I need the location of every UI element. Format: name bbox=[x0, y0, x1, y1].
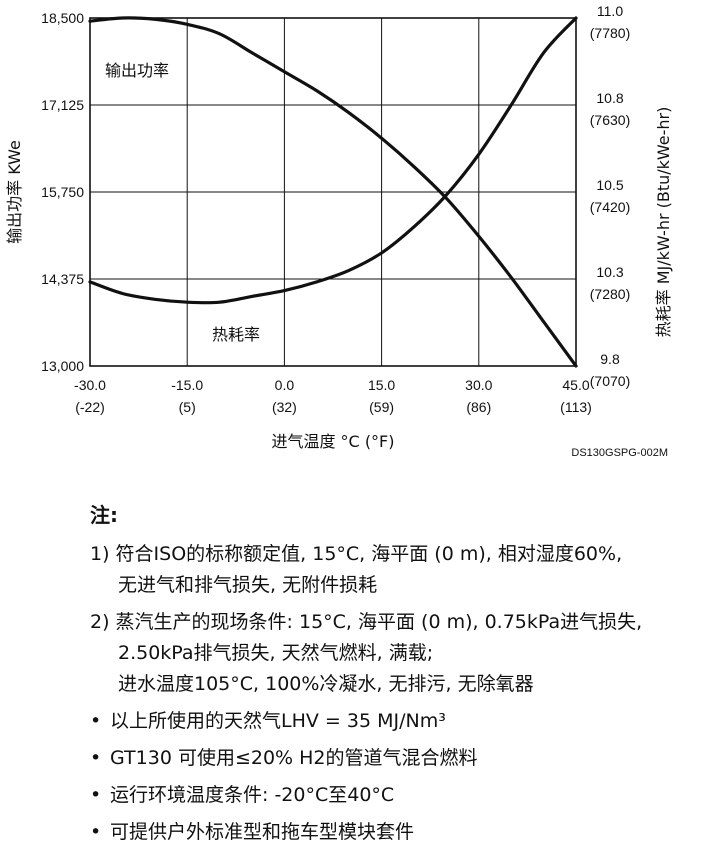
bullet-note: • 运行环境温度条件: -20°C至40°C bbox=[90, 780, 690, 811]
y-right-tick-label: 11.0 bbox=[597, 3, 623, 19]
bullet-icon: • bbox=[90, 821, 102, 843]
chart: 13,000 14,375 15,750 17,125 18,500 -30.0 (-22)… bbox=[5, 3, 673, 459]
numbered-note: 1) 符合ISO的标称额定值, 15°C, 海平面 (0 m), 相对湿度60%… bbox=[90, 539, 690, 601]
bullet-text: 可提供户外标准型和拖车型模块套件 bbox=[110, 821, 415, 843]
y-left-tick-label: 17,125 bbox=[41, 97, 84, 113]
chart-code: DS130GSPG-002M bbox=[571, 447, 668, 459]
numbered-note: 2) 蒸汽生产的现场条件: 15°C, 海平面 (0 m), 0.75kPa进气… bbox=[90, 607, 690, 700]
y-left-tick-label: 18,500 bbox=[41, 10, 84, 26]
note-line: 2) 蒸汽生产的现场条件: 15°C, 海平面 (0 m), 0.75kPa进气… bbox=[90, 611, 643, 633]
plot-frame bbox=[89, 17, 577, 367]
y-right-tick-label: 10.5 bbox=[596, 177, 623, 193]
x-tick-label-c: 0.0 bbox=[275, 377, 295, 393]
series-lines bbox=[88, 16, 578, 368]
y-right-tick-label-btu: (7630) bbox=[590, 112, 630, 128]
y-right-tick-label: 10.8 bbox=[596, 90, 623, 106]
notes-title: 注: bbox=[90, 503, 118, 527]
x-tick-label-c: 15.0 bbox=[368, 377, 395, 393]
y-right-tick-label-btu: (7280) bbox=[590, 286, 630, 302]
x-tick-label-c: 45.0 bbox=[562, 377, 589, 393]
bullet-notes: • 以上所使用的天然气LHV = 35 MJ/Nm³ • GT130 可使用≤20% … bbox=[90, 706, 690, 848]
note-line: 无进气和排气损失, 无附件损耗 bbox=[118, 574, 378, 596]
x-tick-label-f: (-22) bbox=[75, 399, 105, 415]
bullet-text: GT130 可使用≤20% H2的管道气混合燃料 bbox=[110, 747, 478, 769]
bullet-icon: • bbox=[90, 784, 102, 806]
note-line: 1) 符合ISO的标称额定值, 15°C, 海平面 (0 m), 相对湿度60%… bbox=[90, 543, 623, 565]
note-line: 2.50kPa排气损失, 天然气燃料, 满载; bbox=[118, 642, 434, 664]
bullet-icon: • bbox=[90, 710, 102, 732]
y-left-tick-label: 13,000 bbox=[41, 358, 84, 374]
x-tick-label-c: -30.0 bbox=[74, 377, 106, 393]
numbered-notes: 1) 符合ISO的标称额定值, 15°C, 海平面 (0 m), 相对湿度60%… bbox=[90, 539, 690, 700]
x-tick-label-f: (113) bbox=[560, 399, 592, 415]
tick-labels: 13,000 14,375 15,750 17,125 18,500 -30.0 (-22)… bbox=[41, 3, 630, 415]
x-tick-label-f: (5) bbox=[179, 399, 196, 415]
bullet-text: 运行环境温度条件: -20°C至40°C bbox=[110, 784, 395, 806]
x-tick-label-c: 30.0 bbox=[465, 377, 492, 393]
bullet-icon: • bbox=[90, 747, 102, 769]
heat-rate-line bbox=[88, 16, 578, 305]
x-tick-label-c: -15.0 bbox=[171, 377, 203, 393]
x-tick-label-f: (59) bbox=[369, 399, 394, 415]
series-label-power: 输出功率 bbox=[105, 61, 169, 80]
series-label-heatrate: 热耗率 bbox=[212, 325, 260, 344]
x-tick-label-f: (32) bbox=[272, 399, 297, 415]
note-line: 进水温度105°C, 100%冷凝水, 无排污, 无除氧器 bbox=[118, 673, 534, 695]
y-right-tick-label: 9.8 bbox=[600, 351, 620, 367]
bullet-note: • 可提供户外标准型和拖车型模块套件 bbox=[90, 817, 690, 848]
y-right-axis-label: 热耗率 MJ/kW-hr (Btu/kWe-hr) bbox=[654, 107, 673, 338]
y-right-tick-label-btu: (7780) bbox=[590, 25, 630, 41]
y-left-tick-label: 15,750 bbox=[41, 184, 84, 200]
bullet-note: • 以上所使用的天然气LHV = 35 MJ/Nm³ bbox=[90, 706, 690, 737]
x-tick-label-f: (86) bbox=[466, 399, 491, 415]
notes: 注: 1) 符合ISO的标称额定值, 15°C, 海平面 (0 m), 相对湿度… bbox=[90, 500, 690, 848]
y-right-tick-label: 10.3 bbox=[596, 264, 623, 280]
y-left-axis-label: 输出功率 KWe bbox=[5, 140, 24, 244]
power-output-line bbox=[88, 16, 578, 368]
y-right-tick-label-btu: (7070) bbox=[590, 373, 630, 389]
x-axis-label: 进气温度 °C (°F) bbox=[271, 432, 394, 451]
y-right-tick-label-btu: (7420) bbox=[590, 199, 630, 215]
bullet-text: 以上所使用的天然气LHV = 35 MJ/Nm³ bbox=[110, 710, 446, 732]
bullet-note: • GT130 可使用≤20% H2的管道气混合燃料 bbox=[90, 743, 690, 774]
y-left-tick-label: 14,375 bbox=[41, 271, 84, 287]
